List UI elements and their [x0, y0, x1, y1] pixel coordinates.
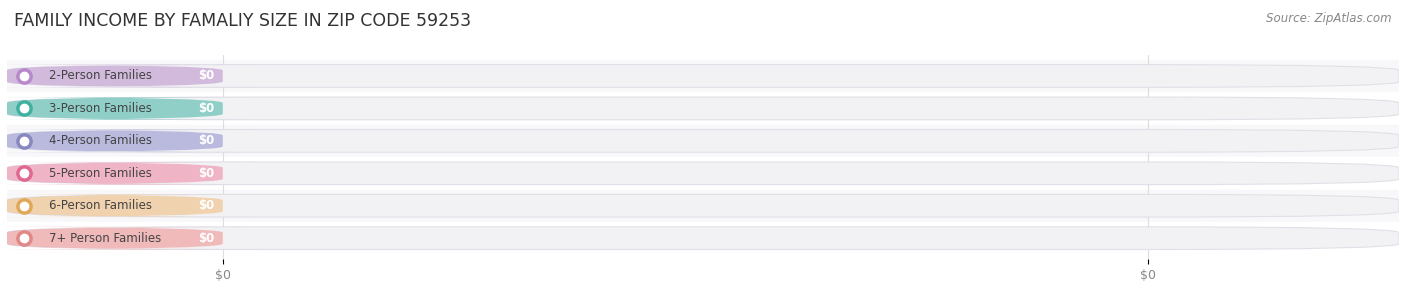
- FancyBboxPatch shape: [0, 194, 257, 217]
- Text: 5-Person Families: 5-Person Families: [49, 167, 152, 180]
- Text: $0: $0: [198, 135, 215, 147]
- FancyBboxPatch shape: [0, 162, 257, 185]
- Text: $0: $0: [198, 167, 215, 180]
- FancyBboxPatch shape: [7, 227, 1399, 249]
- Text: 3-Person Families: 3-Person Families: [49, 102, 152, 115]
- Bar: [7, 125, 1399, 157]
- FancyBboxPatch shape: [0, 130, 257, 152]
- Text: $0: $0: [198, 102, 215, 115]
- Bar: [7, 157, 1399, 189]
- Bar: [7, 92, 1399, 125]
- FancyBboxPatch shape: [0, 227, 257, 249]
- FancyBboxPatch shape: [0, 65, 257, 87]
- Text: $0: $0: [198, 70, 215, 82]
- FancyBboxPatch shape: [0, 97, 257, 120]
- Bar: [7, 60, 1399, 92]
- Text: Source: ZipAtlas.com: Source: ZipAtlas.com: [1267, 12, 1392, 25]
- FancyBboxPatch shape: [7, 162, 1399, 185]
- Text: $0: $0: [198, 199, 215, 212]
- Text: FAMILY INCOME BY FAMALIY SIZE IN ZIP CODE 59253: FAMILY INCOME BY FAMALIY SIZE IN ZIP COD…: [14, 12, 471, 30]
- Text: 4-Person Families: 4-Person Families: [49, 135, 152, 147]
- FancyBboxPatch shape: [7, 97, 1399, 120]
- Text: 2-Person Families: 2-Person Families: [49, 70, 152, 82]
- FancyBboxPatch shape: [7, 130, 1399, 152]
- Text: 6-Person Families: 6-Person Families: [49, 199, 152, 212]
- Text: $0: $0: [198, 232, 215, 245]
- FancyBboxPatch shape: [7, 194, 1399, 217]
- FancyBboxPatch shape: [7, 65, 1399, 87]
- Bar: [7, 222, 1399, 254]
- Text: 7+ Person Families: 7+ Person Families: [49, 232, 162, 245]
- Bar: [7, 189, 1399, 222]
